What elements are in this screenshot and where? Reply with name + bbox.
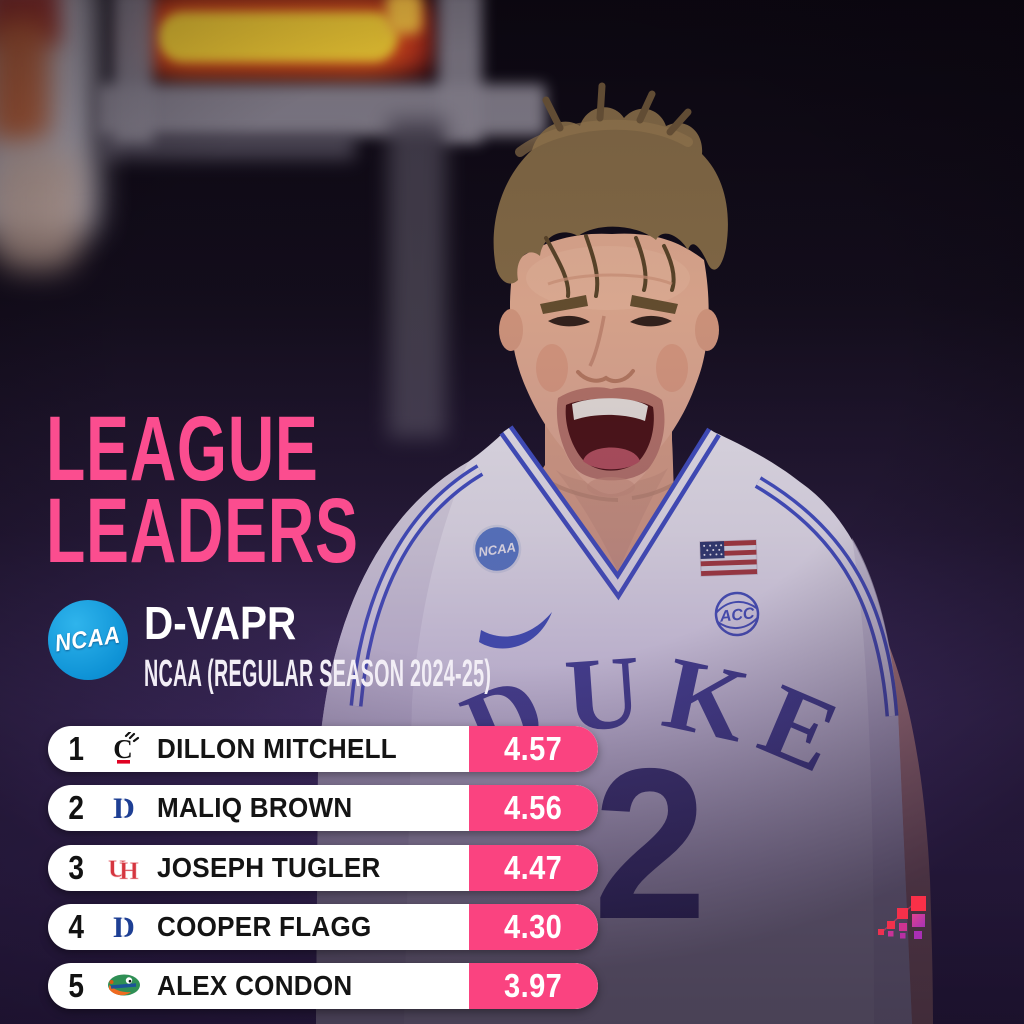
rank-number: 3 xyxy=(68,849,84,886)
ncaa-logo-text: NCAA xyxy=(53,621,123,658)
player-name: DILLON MITCHELL xyxy=(157,733,397,764)
jersey-number: 2 xyxy=(593,724,707,964)
stat-value-pill: 4.30 xyxy=(469,904,598,950)
brand-stairs-logo-icon xyxy=(878,896,926,939)
stat-name: D-VAPR xyxy=(144,597,297,649)
svg-text:H: H xyxy=(119,858,139,885)
cincinnati-logo: C xyxy=(104,730,144,768)
page-title: LEAGUE LEADERS xyxy=(46,398,493,582)
svg-text:C: C xyxy=(113,734,133,764)
player-name: MALIQ BROWN xyxy=(157,792,353,823)
leaderboard-row-3: 3 U H JOSEPH TUGLER 4.47 xyxy=(48,845,598,891)
title-line2: LEADERS xyxy=(46,480,359,582)
svg-text:U: U xyxy=(108,856,126,883)
title-line1: LEAGUE xyxy=(46,398,319,500)
houston-logo: U H xyxy=(104,849,144,887)
duke-logo: D xyxy=(104,908,144,946)
us-flag-icon xyxy=(699,539,758,577)
leaderboard-row-2: 2 D MALIQ BROWN 4.56 xyxy=(48,785,598,831)
duke-logo: D xyxy=(104,789,144,827)
stat-value-pill: 4.56 xyxy=(469,785,598,831)
player-name: COOPER FLAGG xyxy=(157,911,372,942)
player-name: ALEX CONDON xyxy=(157,970,353,1001)
rank-number: 4 xyxy=(68,908,84,945)
rank-number: 5 xyxy=(68,967,84,1004)
stat-value-pill: 3.97 xyxy=(469,963,598,1009)
stat-subtitle: NCAA (REGULAR SEASON 2024-25) xyxy=(144,653,492,695)
ncaa-logo: NCAA xyxy=(48,600,128,680)
leaderboard-row-1: 1 C DILLON MITCHELL 4.57 xyxy=(48,726,598,772)
rank-number: 1 xyxy=(68,730,84,767)
rank-number: 2 xyxy=(68,789,84,826)
player-name: JOSEPH TUGLER xyxy=(157,852,381,883)
florida-logo xyxy=(104,967,144,1005)
leaderboard-row-5: 5 ALEX CONDON 3.97 xyxy=(48,963,598,1009)
leaderboard-row-4: 4 D COOPER FLAGG 4.30 xyxy=(48,904,598,950)
stat-value-pill: 4.57 xyxy=(469,726,598,772)
stat-value-pill: 4.47 xyxy=(469,845,598,891)
